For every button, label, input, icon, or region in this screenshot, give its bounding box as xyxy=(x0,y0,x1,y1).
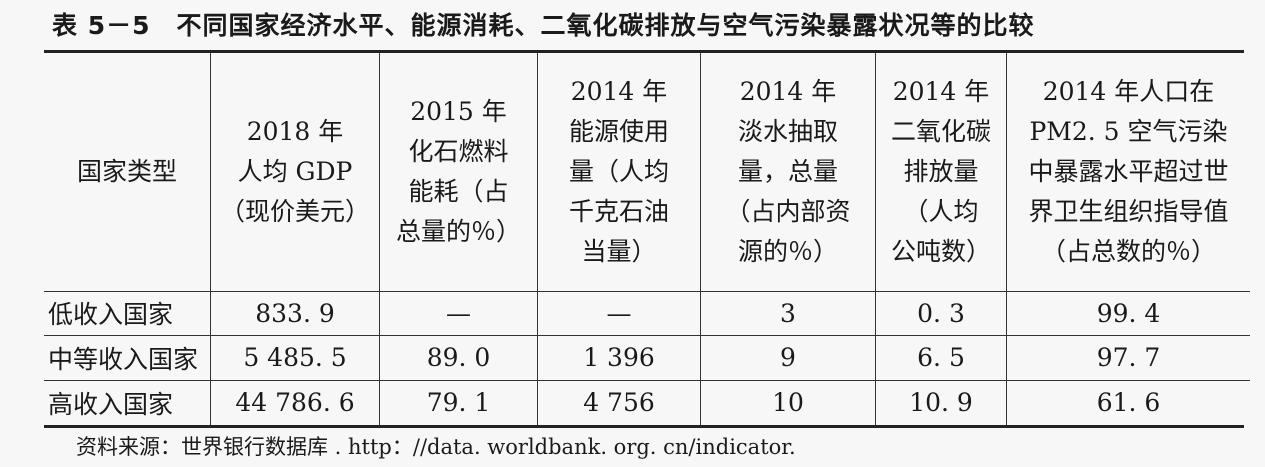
table-cell: 9 xyxy=(700,335,876,381)
table-cell: 79. 1 xyxy=(379,379,538,425)
comparison-table: 国家类型 2018 年 人均 GDP （现价美元） 2015 年 化石燃料 能耗… xyxy=(44,53,1250,425)
table-cell: 3 xyxy=(700,291,876,336)
table-cell: 6. 5 xyxy=(875,335,1007,381)
header-cell-fossil-fuel: 2015 年 化石燃料 能耗（占 总量的％） xyxy=(379,53,538,292)
table-cell: 1 396 xyxy=(537,335,701,381)
table-cell: 5 485. 5 xyxy=(210,335,380,381)
table-row: 低收入国家 833. 9 — — 3 0. 3 99. 4 xyxy=(44,291,1250,336)
header-cell-co2: 2014 年 二氧化碳 排放量 （人均 公吨数） xyxy=(875,53,1007,292)
table-cell: — xyxy=(537,291,701,336)
header-cell-gdp: 2018 年 人均 GDP （现价美元） xyxy=(210,53,380,292)
row-label-middle-income: 中等收入国家 xyxy=(44,335,211,381)
header-cell-pm25: 2014 年人口在 PM2. 5 空气污染 中暴露水平超过世 界卫生组织指导值 … xyxy=(1006,53,1250,292)
header-cell-country-type: 国家类型 xyxy=(44,53,211,292)
data-table-container: 国家类型 2018 年 人均 GDP （现价美元） 2015 年 化石燃料 能耗… xyxy=(44,50,1250,428)
table-cell: 10 xyxy=(700,379,876,425)
header-cell-energy-use: 2014 年 能源使用 量（人均 千克石油 当量） xyxy=(537,53,701,292)
row-label-low-income: 低收入国家 xyxy=(44,291,211,336)
source-note: 资料来源：世界银行数据库 . http：//data. worldbank. o… xyxy=(76,435,796,459)
table-cell: 833. 9 xyxy=(210,291,380,336)
table-cell: — xyxy=(379,291,538,336)
table-cell: 0. 3 xyxy=(875,291,1007,336)
table-cell: 10. 9 xyxy=(875,379,1007,425)
table-cell: 97. 7 xyxy=(1006,335,1250,381)
table-title: 表 5－5 不同国家经济水平、能源消耗、二氧化碳排放与空气污染暴露状况等的比较 xyxy=(52,11,1035,40)
table-cell: 4 756 xyxy=(537,379,701,425)
table-row: 高收入国家 44 786. 6 79. 1 4 756 10 10. 9 61.… xyxy=(44,379,1250,425)
row-label-high-income: 高收入国家 xyxy=(44,379,211,425)
table-cell: 44 786. 6 xyxy=(210,379,380,425)
table-cell: 61. 6 xyxy=(1006,379,1250,425)
header-row: 国家类型 2018 年 人均 GDP （现价美元） 2015 年 化石燃料 能耗… xyxy=(44,53,1250,292)
header-cell-freshwater: 2014 年 淡水抽取 量，总量 （占内部资 源的％） xyxy=(700,53,876,292)
table-cell: 89. 0 xyxy=(379,335,538,381)
table-cell: 99. 4 xyxy=(1096,298,1161,328)
table-row: 中等收入国家 5 485. 5 89. 0 1 396 9 6. 5 97. 7 xyxy=(44,335,1250,381)
